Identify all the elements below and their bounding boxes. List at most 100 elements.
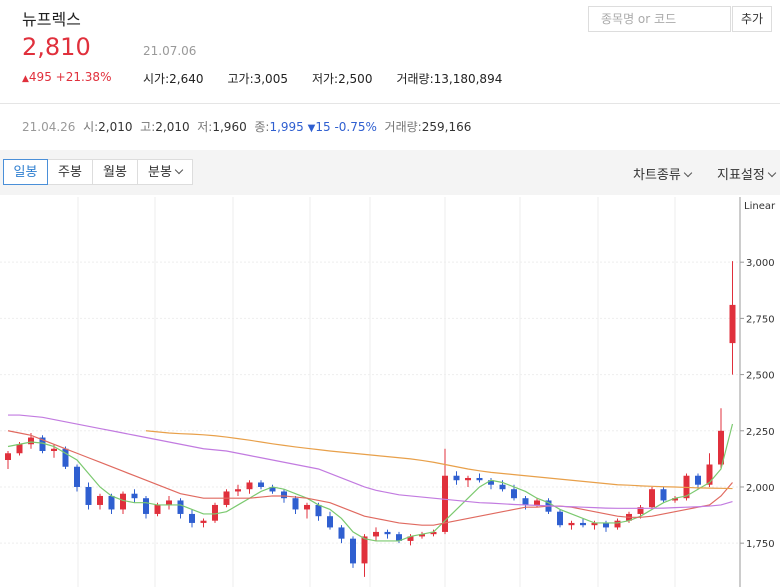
candle-body	[430, 531, 437, 535]
candle-body	[235, 489, 241, 492]
candle-body	[269, 486, 276, 492]
indicator-menu[interactable]: 지표설정	[717, 164, 777, 183]
hover-label: 고:	[140, 120, 156, 134]
candle-body	[361, 536, 368, 564]
candle-body	[212, 504, 218, 521]
candle-body	[246, 482, 253, 490]
candle-body	[396, 534, 402, 541]
candle-body	[74, 466, 80, 487]
candle-body	[189, 513, 195, 523]
hover-change-value: 15	[315, 120, 331, 134]
candle-body	[603, 522, 609, 528]
candle-body	[315, 504, 322, 517]
y-tick-label: 2,000	[746, 483, 775, 494]
hover-label: 종:	[254, 120, 270, 134]
moving-average	[145, 430, 733, 490]
hover-value: 2,010	[98, 120, 133, 134]
tab[interactable]: 분봉	[137, 159, 193, 185]
hover-change-pct: -0.75%	[334, 120, 377, 134]
candle-body	[499, 484, 506, 490]
candle-body	[292, 498, 299, 510]
tab[interactable]: 주봉	[47, 159, 93, 185]
hover-value: 1,995	[269, 120, 304, 134]
moving-average	[7, 430, 733, 526]
candle-body	[419, 534, 425, 537]
change-pct: +21.38%	[55, 70, 112, 84]
hover-info: 21.04.26 시:2,010 고:2,010 저:1,960 종:1,995…	[22, 118, 471, 135]
candle-body	[108, 495, 115, 510]
candle-body	[580, 522, 586, 526]
candle-body	[465, 477, 471, 481]
date: 21.07.06	[143, 44, 197, 58]
tab[interactable]: 일봉	[3, 159, 48, 185]
candle-body	[649, 489, 655, 508]
candle-body	[338, 527, 345, 539]
y-tick-label: 1,750	[746, 539, 775, 550]
menu-label: 지표설정	[717, 168, 765, 183]
stats: 시가:2,640 고가:3,005 저가:2,500 거래량:13,180,894	[143, 70, 502, 87]
chart-type-menu[interactable]: 차트종류	[633, 164, 693, 183]
candle-body	[557, 511, 563, 526]
hover-value: 2,010	[155, 120, 190, 134]
candle-body	[511, 489, 517, 499]
y-tick-label: 3,000	[746, 258, 775, 269]
stock-name: 뉴프렉스	[22, 10, 81, 29]
candle-body	[660, 489, 667, 501]
candle-body	[384, 531, 391, 535]
candle-body	[695, 475, 701, 485]
stat-value: 13,180,894	[433, 72, 503, 86]
y-tick-label: 2,750	[746, 314, 775, 325]
add-button[interactable]: 추가	[732, 6, 772, 32]
candle-body	[131, 493, 138, 499]
hover-label: 저:	[197, 120, 213, 134]
candle-body	[706, 464, 713, 485]
hover-value: 259,166	[421, 120, 472, 134]
candle-body	[5, 453, 11, 460]
candle-body	[166, 500, 172, 505]
candle-body	[154, 504, 161, 514]
menu-label: 차트종류	[633, 168, 681, 183]
candle-body	[39, 437, 46, 452]
hover-label: 시:	[83, 120, 99, 134]
stat-label: 고가:	[227, 72, 254, 86]
candle-body	[442, 475, 448, 532]
candle-body	[258, 482, 264, 487]
stat-value: 2,500	[338, 72, 373, 86]
candle-body	[591, 522, 598, 526]
candle-body	[120, 493, 126, 510]
hover-value: 1,960	[212, 120, 247, 134]
candle-body	[304, 504, 310, 510]
candle-body	[281, 491, 287, 499]
scale-label: Linear	[744, 201, 776, 212]
hover-change: ▼15 -0.75%	[307, 120, 377, 134]
hover-date: 21.04.26	[22, 120, 76, 134]
candle-body	[62, 448, 69, 467]
candle-body	[407, 536, 414, 541]
candle-body	[97, 495, 103, 505]
stat-label: 시가:	[143, 72, 170, 86]
candle-body	[476, 477, 483, 481]
candle-body	[614, 520, 621, 528]
search-input[interactable]: 종목명 or 코드	[588, 6, 731, 32]
candle-body	[488, 480, 494, 485]
candle-body	[729, 304, 736, 344]
hover-label: 거래량:	[384, 120, 422, 134]
candle-body	[637, 507, 644, 514]
candle-body	[51, 448, 57, 452]
candle-body	[350, 538, 356, 564]
tab[interactable]: 월봉	[92, 159, 138, 185]
y-tick-label: 2,250	[746, 427, 775, 438]
candle-body	[327, 516, 333, 528]
stat-label: 저가:	[311, 72, 339, 86]
candle-body	[373, 531, 379, 537]
moving-average	[8, 414, 733, 509]
chart: 1,750 2,000 2,250 2,500 2,750 3,000 Linear	[0, 197, 776, 587]
y-tick-label: 2,500	[746, 371, 775, 382]
candle-body	[28, 437, 34, 445]
candle-body	[85, 486, 92, 505]
stat-value: 2,640	[169, 72, 204, 86]
stat-label: 거래량:	[396, 72, 434, 86]
candle-body	[143, 498, 149, 514]
change: ▲495 +21.38%	[22, 70, 112, 84]
